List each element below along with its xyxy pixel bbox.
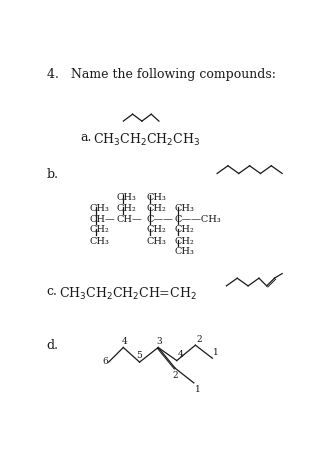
Text: 4: 4 (178, 350, 183, 359)
Text: CH₃: CH₃ (89, 237, 109, 246)
Text: CH₂: CH₂ (174, 225, 194, 234)
Text: 4: 4 (122, 337, 128, 346)
Text: 3: 3 (157, 337, 162, 346)
Text: CH—: CH— (116, 215, 142, 224)
Text: 5: 5 (137, 351, 142, 360)
Text: 2: 2 (173, 371, 179, 380)
Text: 2: 2 (196, 335, 202, 344)
Text: b.: b. (47, 168, 58, 181)
Text: 6: 6 (102, 357, 108, 366)
Text: CH₂: CH₂ (89, 225, 109, 234)
Text: a.: a. (81, 131, 92, 144)
Text: CH₃: CH₃ (174, 248, 194, 256)
Text: c.: c. (47, 285, 57, 298)
Text: CH$_3$CH$_2$CH$_2$CH=CH$_2$: CH$_3$CH$_2$CH$_2$CH=CH$_2$ (59, 286, 197, 302)
Text: CH$_3$CH$_2$CH$_2$CH$_3$: CH$_3$CH$_2$CH$_2$CH$_3$ (93, 132, 200, 148)
Text: CH₃: CH₃ (89, 204, 109, 213)
Text: CH₃: CH₃ (174, 204, 194, 213)
Text: CH₃: CH₃ (147, 193, 166, 202)
Text: CH₂: CH₂ (147, 225, 166, 234)
Text: 1: 1 (194, 385, 200, 394)
Text: C——: C—— (147, 215, 173, 224)
Text: d.: d. (47, 339, 58, 352)
Text: CH₂: CH₂ (147, 204, 166, 213)
Text: CH—: CH— (89, 215, 115, 224)
Text: 4.   Name the following compounds:: 4. Name the following compounds: (47, 68, 276, 81)
Text: CH₂: CH₂ (116, 204, 136, 213)
Text: CH₂: CH₂ (174, 237, 194, 246)
Text: CH₃: CH₃ (147, 237, 166, 246)
Text: C——CH₃: C——CH₃ (174, 215, 221, 224)
Text: 1: 1 (213, 348, 219, 357)
Text: CH₃: CH₃ (116, 193, 136, 202)
